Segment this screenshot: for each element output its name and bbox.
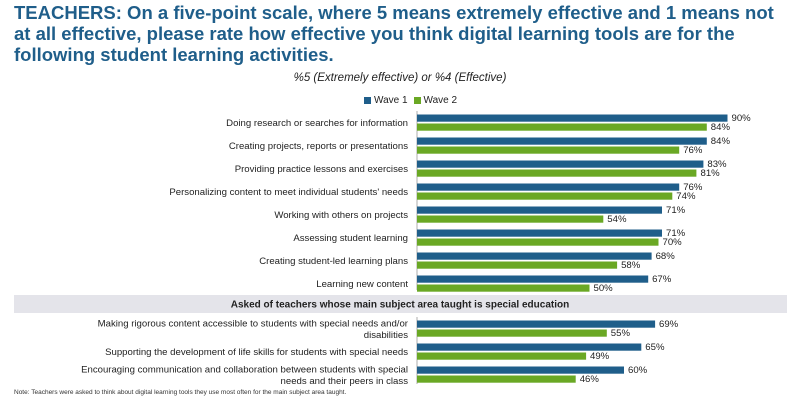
bar-wave2 [417, 352, 587, 360]
bar-wave2 [417, 261, 618, 269]
category-label: Personalizing content to meet individual… [169, 187, 408, 198]
category-label: Assessing student learning [293, 233, 408, 244]
bar-wave2 [417, 215, 604, 223]
data-label: 84% [711, 122, 731, 133]
bar-wave1 [417, 366, 624, 374]
bar-wave2 [417, 238, 659, 246]
data-label: 71% [666, 228, 686, 239]
bar-wave1 [417, 275, 649, 283]
category-label: disabilities [364, 330, 408, 341]
category-label: Supporting the development of life skill… [105, 347, 408, 358]
chart-legend: Wave 1 Wave 2 [364, 95, 463, 106]
bar-wave1 [417, 343, 642, 351]
legend-item-wave1: Wave 1 [364, 95, 408, 106]
data-label: 60% [628, 365, 648, 376]
bar-wave2 [417, 192, 673, 200]
legend-label-wave1: Wave 1 [374, 95, 408, 106]
category-label: Creating student-led learning plans [259, 256, 408, 267]
category-label: needs and their peers in class [281, 376, 409, 387]
bar-wave2 [417, 169, 697, 177]
data-label: 84% [711, 136, 731, 147]
bar-wave1 [417, 114, 728, 122]
category-label: Doing research or searches for informati… [226, 118, 408, 129]
data-label: 65% [645, 342, 665, 353]
data-label: 76% [683, 145, 703, 156]
data-label: 83% [707, 159, 727, 170]
data-label: 58% [621, 260, 641, 271]
bar-wave1 [417, 137, 707, 145]
footnote: Note: Teachers were asked to think about… [14, 389, 347, 396]
bar-wave1 [417, 229, 662, 237]
section-band [14, 295, 787, 313]
data-label: 71% [666, 205, 686, 216]
data-label: 68% [656, 251, 676, 262]
bar-wave2 [417, 146, 680, 154]
data-label: 55% [611, 328, 631, 339]
data-label: 50% [594, 283, 614, 294]
bar-wave1 [417, 206, 662, 214]
bar-wave2 [417, 123, 707, 131]
data-label: 76% [683, 182, 703, 193]
data-label: 90% [732, 113, 752, 124]
bar-wave1 [417, 183, 680, 191]
data-label: 54% [607, 214, 627, 225]
category-label: Making rigorous content accessible to st… [98, 318, 409, 329]
bar-wave1 [417, 252, 652, 260]
category-label: Learning new content [316, 279, 408, 290]
data-label: 81% [701, 168, 721, 179]
data-label: 67% [652, 274, 672, 285]
bar-wave1 [417, 160, 704, 168]
legend-swatch-wave2 [413, 97, 421, 104]
bar-wave2 [417, 329, 607, 337]
chart-subtitle: %5 (Extremely effective) or %4 (Effectiv… [293, 72, 507, 84]
category-label: Providing practice lessons and exercises [235, 164, 409, 175]
data-label: 69% [659, 319, 679, 330]
legend-item-wave2: Wave 2 [413, 95, 458, 106]
data-label: 49% [590, 351, 610, 362]
bar-wave2 [417, 375, 576, 383]
legend-label-wave2: Wave 2 [423, 95, 458, 106]
category-label: Working with others on projects [274, 210, 408, 221]
data-label: 74% [676, 191, 696, 202]
data-label: 46% [580, 374, 600, 385]
legend-swatch-wave1 [364, 97, 371, 104]
chart-title: TEACHERS: On a five-point scale, where 5… [14, 2, 774, 65]
data-label: 70% [663, 237, 683, 248]
category-label: Creating projects, reports or presentati… [229, 141, 408, 152]
bar-wave2 [417, 284, 590, 292]
category-label: Encouraging communication and collaborat… [81, 364, 408, 375]
bar-wave1 [417, 320, 656, 328]
section-header: Asked of teachers whose main subject are… [231, 300, 569, 311]
